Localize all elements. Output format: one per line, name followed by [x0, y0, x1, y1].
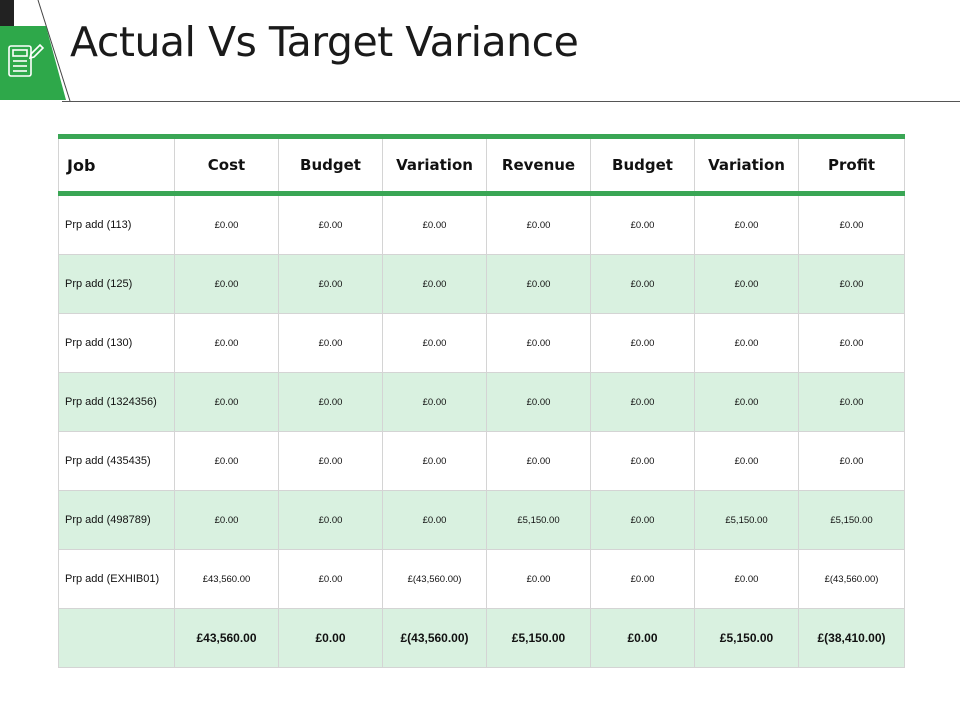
- value-cell: £0.00: [174, 372, 279, 432]
- value-cell: £0.00: [278, 254, 383, 314]
- header-job: Job: [58, 134, 175, 196]
- total-cell: £43,560.00: [174, 608, 279, 668]
- value-cell: £0.00: [174, 193, 279, 255]
- value-cell: £0.00: [278, 193, 383, 255]
- value-cell: £0.00: [278, 490, 383, 550]
- value-cell: £0.00: [590, 254, 695, 314]
- value-cell: £0.00: [486, 372, 591, 432]
- job-cell: Prp add (1324356): [58, 372, 175, 432]
- job-cell: Prp add (125): [58, 254, 175, 314]
- value-cell: £0.00: [486, 193, 591, 255]
- value-cell: £0.00: [590, 431, 695, 491]
- value-cell: £0.00: [486, 431, 591, 491]
- total-cell: £5,150.00: [486, 608, 591, 668]
- job-cell: Prp add (113): [58, 193, 175, 255]
- top-corner-badge: [0, 0, 14, 26]
- value-cell: £0.00: [694, 372, 799, 432]
- slide-title: Actual Vs Target Variance: [70, 18, 579, 66]
- table-row: Prp add (EXHIB01) £43,560.00 £0.00 £(43,560…: [58, 549, 905, 609]
- header-profit: Profit: [798, 134, 905, 196]
- total-cell: £(43,560.00): [382, 608, 487, 668]
- header-budget-2: Budget: [590, 134, 695, 196]
- value-cell: £5,150.00: [486, 490, 591, 550]
- value-cell: £0.00: [382, 490, 487, 550]
- value-cell: £0.00: [382, 193, 487, 255]
- job-cell: Prp add (498789): [58, 490, 175, 550]
- totals-row: £43,560.00 £0.00 £(43,560.00) £5,150.00 £0.0…: [58, 608, 905, 668]
- total-cell: £5,150.00: [694, 608, 799, 668]
- value-cell: £0.00: [590, 193, 695, 255]
- value-cell: £0.00: [590, 549, 695, 609]
- value-cell: £0.00: [590, 313, 695, 373]
- value-cell: £0.00: [486, 254, 591, 314]
- title-divider: [62, 101, 960, 102]
- value-cell: £0.00: [382, 372, 487, 432]
- value-cell: £0.00: [798, 431, 905, 491]
- value-cell: £0.00: [798, 254, 905, 314]
- value-cell: £0.00: [382, 431, 487, 491]
- table-row: Prp add (498789) £0.00 £0.00 £0.00 £5,150.00…: [58, 490, 905, 550]
- value-cell: £0.00: [486, 313, 591, 373]
- calculator-document-icon: [8, 43, 45, 77]
- value-cell: £0.00: [278, 372, 383, 432]
- value-cell: £0.00: [382, 254, 487, 314]
- table-row: Prp add (125) £0.00 £0.00 £0.00 £0.00 £0.00 £0…: [58, 254, 905, 314]
- table-header-row: Job Cost Budget Variation Revenue Budget…: [58, 134, 905, 196]
- total-cell: £(38,410.00): [798, 608, 905, 668]
- value-cell: £5,150.00: [798, 490, 905, 550]
- header-variation: Variation: [382, 134, 487, 196]
- value-cell: £0.00: [694, 193, 799, 255]
- value-cell: £0.00: [590, 372, 695, 432]
- table-row: Prp add (1324356) £0.00 £0.00 £0.00 £0.00 £0.…: [58, 372, 905, 432]
- header-budget: Budget: [278, 134, 383, 196]
- header-cost: Cost: [174, 134, 279, 196]
- value-cell: £0.00: [694, 313, 799, 373]
- header-variation-2: Variation: [694, 134, 799, 196]
- value-cell: £5,150.00: [694, 490, 799, 550]
- table-row: Prp add (435435) £0.00 £0.00 £0.00 £0.00 £0.0…: [58, 431, 905, 491]
- job-cell: Prp add (EXHIB01): [58, 549, 175, 609]
- variance-table: Job Cost Budget Variation Revenue Budget…: [58, 134, 905, 668]
- value-cell: £0.00: [798, 313, 905, 373]
- value-cell: £0.00: [174, 431, 279, 491]
- value-cell: £43,560.00: [174, 549, 279, 609]
- value-cell: £0.00: [174, 490, 279, 550]
- value-cell: £0.00: [798, 372, 905, 432]
- value-cell: £0.00: [590, 490, 695, 550]
- value-cell: £0.00: [278, 431, 383, 491]
- total-cell: £0.00: [590, 608, 695, 668]
- value-cell: £(43,560.00): [382, 549, 487, 609]
- value-cell: £0.00: [278, 313, 383, 373]
- slide-icon-panel: [0, 0, 71, 102]
- value-cell: £0.00: [174, 254, 279, 314]
- job-cell: Prp add (435435): [58, 431, 175, 491]
- value-cell: £0.00: [694, 254, 799, 314]
- value-cell: £0.00: [694, 549, 799, 609]
- table-row: Prp add (113) £0.00 £0.00 £0.00 £0.00 £0.00 £0…: [58, 193, 905, 255]
- value-cell: £0.00: [486, 549, 591, 609]
- value-cell: £0.00: [382, 313, 487, 373]
- job-cell: Prp add (130): [58, 313, 175, 373]
- total-cell: £0.00: [278, 608, 383, 668]
- value-cell: £0.00: [798, 193, 905, 255]
- value-cell: £0.00: [278, 549, 383, 609]
- value-cell: £0.00: [694, 431, 799, 491]
- table-row: Prp add (130) £0.00 £0.00 £0.00 £0.00 £0.00 £0…: [58, 313, 905, 373]
- totals-label-cell: [58, 608, 175, 668]
- value-cell: £0.00: [174, 313, 279, 373]
- value-cell: £(43,560.00): [798, 549, 905, 609]
- header-revenue: Revenue: [486, 134, 591, 196]
